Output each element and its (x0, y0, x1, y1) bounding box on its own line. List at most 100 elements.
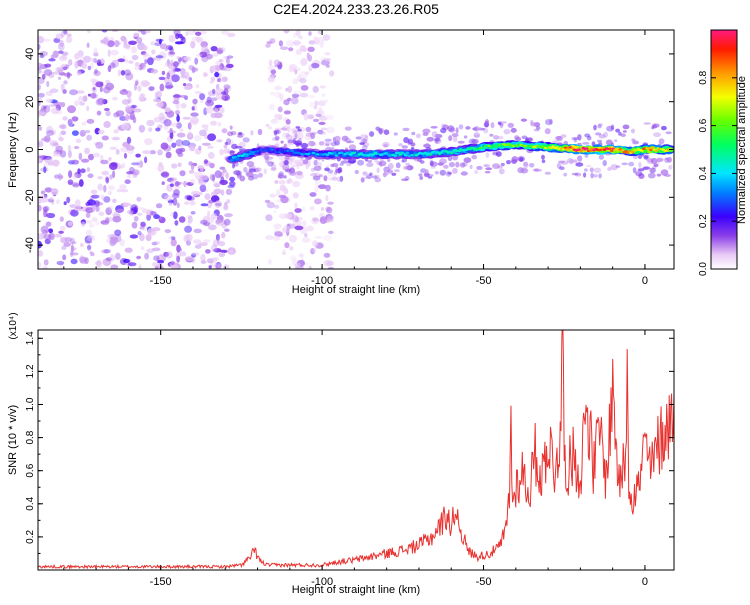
noise-speckle (38, 43, 41, 51)
noise-speckle (180, 36, 185, 40)
halo-speckle (383, 144, 388, 148)
noise-speckle (63, 30, 68, 35)
noise-speckle (68, 118, 73, 126)
halo-speckle (251, 173, 259, 180)
noise-speckle (155, 103, 163, 107)
noise-speckle (119, 116, 127, 121)
noise-speckle (78, 95, 84, 104)
halo-speckle (387, 163, 394, 170)
noise-speckle (270, 92, 275, 96)
halo-speckle (369, 172, 373, 176)
halo-speckle (403, 137, 409, 144)
noise-speckle (295, 163, 300, 170)
noise-speckle (186, 195, 192, 201)
noise-speckle (96, 59, 102, 67)
halo-speckle (364, 176, 371, 179)
noise-speckle (318, 107, 323, 115)
noise-speckle (136, 196, 142, 202)
noise-speckle (187, 220, 191, 228)
noise-speckle (219, 179, 228, 186)
noise-speckle (82, 55, 92, 63)
noise-speckle (313, 105, 318, 110)
noise-speckle (282, 163, 290, 171)
noise-speckle (115, 110, 125, 117)
noise-speckle (62, 66, 68, 71)
noise-speckle (70, 258, 78, 265)
halo-speckle (435, 139, 439, 145)
noise-speckle (165, 85, 174, 89)
ridge-blob (487, 144, 492, 148)
halo-speckle (278, 173, 285, 179)
noise-speckle (326, 172, 335, 177)
noise-speckle (303, 113, 309, 121)
noise-speckle (286, 179, 291, 184)
noise-speckle (292, 180, 301, 188)
halo-speckle (541, 154, 545, 160)
ridge-blob (332, 151, 337, 155)
noise-speckle (190, 116, 199, 124)
halo-speckle (577, 155, 583, 162)
noise-speckle (86, 134, 92, 141)
noise-speckle (293, 33, 297, 38)
noise-speckle (221, 95, 226, 101)
ridge-blob (249, 150, 253, 154)
halo-speckle (471, 138, 479, 145)
noise-speckle (198, 191, 203, 196)
noise-speckle (105, 207, 112, 216)
y-tick-label: 0.6 (25, 463, 36, 477)
ridge-core (229, 143, 673, 162)
noise-speckle (167, 235, 176, 240)
noise-speckle (194, 90, 202, 95)
halo-speckle (638, 161, 642, 168)
noise-speckle (171, 74, 180, 83)
ridge-blob (233, 155, 238, 159)
noise-speckle (175, 102, 181, 110)
halo-speckle (434, 170, 439, 175)
noise-speckle (134, 64, 141, 71)
noise-speckle (150, 41, 156, 46)
noise-speckle (212, 88, 216, 95)
noise-speckle (119, 238, 125, 247)
noise-speckle (299, 92, 309, 98)
halo-speckle (605, 139, 613, 146)
noise-speckle (108, 157, 112, 161)
noise-speckle (200, 219, 208, 225)
noise-speckle (116, 188, 123, 193)
noise-speckle (156, 90, 163, 99)
noise-speckle (69, 237, 75, 245)
noise-speckle (125, 145, 135, 151)
noise-speckle (133, 32, 139, 38)
noise-speckle (67, 179, 74, 185)
noise-speckle (311, 217, 318, 225)
halo-speckle (495, 151, 502, 157)
noise-speckle (186, 30, 196, 36)
noise-speckle (282, 225, 291, 233)
noise-speckle (103, 184, 107, 193)
noise-speckle (194, 244, 202, 249)
noise-speckle (170, 260, 175, 266)
noise-speckle (199, 165, 204, 172)
halo-speckle (246, 161, 255, 167)
noise-speckle (51, 129, 56, 136)
x-tick-label: -150 (150, 576, 172, 588)
noise-speckle (267, 259, 272, 265)
noise-speckle (105, 177, 110, 184)
noise-speckle (227, 131, 234, 137)
noise-speckle (119, 184, 127, 190)
noise-speckle (286, 40, 295, 47)
halo-speckle (594, 132, 602, 136)
noise-speckle (55, 33, 64, 40)
noise-speckle (154, 42, 162, 47)
noise-speckle (131, 104, 137, 109)
halo-speckle (434, 134, 443, 139)
snr-panel: -150 -100 -50 0 0.2 0.4 0.6 0.8 1.0 1.2 1.4 Heigh… (7, 312, 675, 596)
snr-y-multiplier-label: (x10⁴) (8, 312, 19, 339)
noise-speckle (205, 249, 211, 254)
halo-speckle (575, 162, 584, 167)
noise-speckle (123, 258, 130, 264)
noise-speckle (67, 105, 76, 114)
halo-speckle (302, 159, 309, 165)
noise-speckle (283, 99, 290, 106)
y-tick-label: 0.4 (25, 496, 36, 510)
noise-speckle (302, 47, 307, 52)
